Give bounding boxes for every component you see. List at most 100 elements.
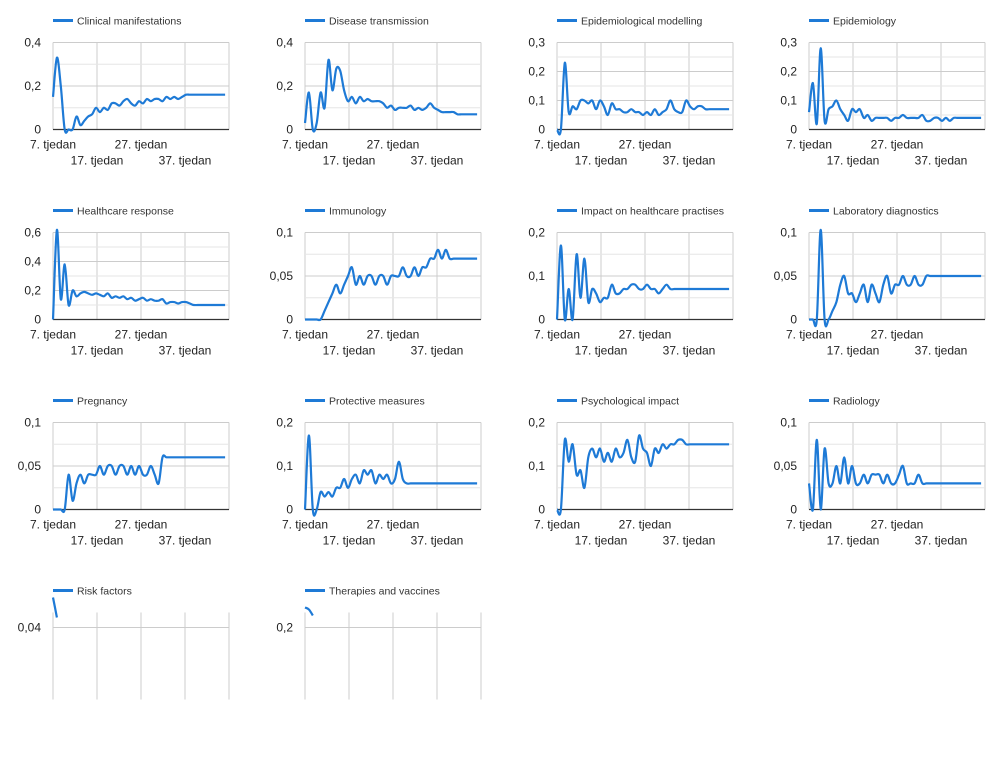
y-tick-label: 0 (790, 123, 797, 137)
x-tick-label: 7. tjedan (282, 138, 328, 152)
x-tick-label: 27. tjedan (871, 518, 924, 532)
y-tick-label: 0,1 (780, 416, 797, 430)
x-tick-label: 7. tjedan (534, 518, 580, 532)
chart-panel: Impact on healthcare practises 0 0,1 0,2 7. … (504, 190, 754, 380)
y-tick-label: 0,1 (528, 94, 545, 108)
chart-panel: Epidemiology 0 0,1 0,2 0,3 7. tjedan 17. tjeda… (756, 0, 1000, 190)
y-tick-label: 0,6 (24, 226, 41, 240)
x-tick-label: 37. tjedan (915, 154, 968, 168)
y-tick-label: 0,2 (24, 284, 41, 298)
series-line (303, 58, 478, 133)
y-tick-label: 0,1 (780, 226, 797, 240)
chart-panel: Immunology 0 0,05 0,1 7. tjedan 17. tjedan 27.… (252, 190, 502, 380)
x-tick-label: 37. tjedan (411, 344, 464, 358)
legend-label: Healthcare response (77, 206, 174, 218)
x-tick-label: 37. tjedan (663, 534, 716, 548)
chart-panel: Laboratory diagnostics 0 0,05 0,1 7. tjedan 1… (756, 190, 1000, 380)
y-tick-label: 0,2 (528, 65, 545, 79)
chart-panel: Pregnancy 0 0,05 0,1 7. tjedan 17. tjedan 27. … (0, 380, 250, 570)
x-tick-label: 37. tjedan (159, 344, 212, 358)
y-tick-label: 0,1 (24, 416, 41, 430)
series-line (807, 438, 982, 512)
y-tick-label: 0 (538, 123, 545, 137)
x-tick-label: 37. tjedan (915, 534, 968, 548)
y-tick-label: 0 (538, 503, 545, 517)
series-line (51, 56, 226, 134)
legend-label: Radiology (833, 396, 880, 408)
series-line (555, 244, 730, 322)
x-tick-label: 27. tjedan (115, 328, 168, 342)
x-tick-label: 27. tjedan (619, 328, 672, 342)
x-tick-label: 7. tjedan (534, 328, 580, 342)
legend-label: Psychological impact (581, 396, 679, 408)
x-tick-label: 37. tjedan (159, 534, 212, 548)
x-tick-label: 17. tjedan (575, 154, 628, 168)
x-tick-label: 37. tjedan (915, 344, 968, 358)
x-tick-label: 27. tjedan (367, 518, 420, 532)
x-tick-label: 37. tjedan (411, 154, 464, 168)
y-tick-label: 0,2 (276, 416, 293, 430)
y-tick-label: 0 (538, 313, 545, 327)
x-tick-label: 17. tjedan (575, 534, 628, 548)
x-tick-label: 37. tjedan (159, 154, 212, 168)
legend-label: Epidemiological modelling (581, 16, 703, 28)
y-tick-label: 0 (286, 123, 293, 137)
y-tick-label: 0,05 (270, 269, 294, 283)
x-tick-label: 7. tjedan (786, 328, 832, 342)
legend-label: Clinical manifestations (77, 16, 181, 28)
chart-panel: Epidemiological modelling 0 0,1 0,2 0,3 7. tj… (504, 0, 754, 190)
series-line (51, 597, 58, 618)
y-tick-label: 0,05 (774, 269, 798, 283)
small-multiples-grid: Clinical manifestations 0 0,2 0,4 7. tjedan 1… (0, 0, 1000, 700)
y-tick-label: 0 (34, 123, 41, 137)
series-line (555, 434, 730, 516)
x-tick-label: 37. tjedan (411, 534, 464, 548)
series-line (807, 47, 982, 125)
y-tick-label: 0,4 (276, 36, 293, 50)
x-tick-label: 27. tjedan (115, 138, 168, 152)
x-tick-label: 27. tjedan (871, 138, 924, 152)
y-tick-label: 0,2 (24, 79, 41, 93)
legend-label: Protective measures (329, 396, 425, 408)
chart-panel: Therapies and vaccines 0,2 (252, 570, 502, 760)
x-tick-label: 27. tjedan (871, 328, 924, 342)
x-tick-label: 37. tjedan (663, 344, 716, 358)
x-tick-label: 7. tjedan (30, 328, 76, 342)
series-line (51, 228, 226, 320)
y-tick-label: 0 (286, 503, 293, 517)
y-tick-label: 0,4 (24, 36, 41, 50)
series-line (304, 606, 314, 617)
x-tick-label: 17. tjedan (71, 344, 124, 358)
y-tick-label: 0,05 (774, 459, 798, 473)
y-tick-label: 0 (790, 503, 797, 517)
series-line (53, 454, 226, 514)
y-tick-label: 0,2 (276, 621, 293, 635)
x-tick-label: 17. tjedan (323, 344, 376, 358)
legend-label: Impact on healthcare practises (581, 206, 724, 218)
y-tick-label: 0 (286, 313, 293, 327)
x-tick-label: 7. tjedan (534, 138, 580, 152)
x-tick-label: 37. tjedan (663, 154, 716, 168)
x-tick-label: 7. tjedan (786, 138, 832, 152)
y-tick-label: 0,2 (780, 65, 797, 79)
legend-label: Pregnancy (77, 396, 128, 408)
chart-panel: Clinical manifestations 0 0,2 0,4 7. tjedan 1… (0, 0, 250, 190)
x-tick-label: 17. tjedan (71, 534, 124, 548)
x-tick-label: 7. tjedan (786, 518, 832, 532)
x-tick-label: 7. tjedan (282, 518, 328, 532)
chart-panel: Healthcare response 0 0,2 0,4 0,6 7. tjedan 17… (0, 190, 250, 380)
x-tick-label: 17. tjedan (71, 154, 124, 168)
x-tick-label: 27. tjedan (367, 328, 420, 342)
chart-panel: Radiology 0 0,05 0,1 7. tjedan 17. tjedan 27. … (756, 380, 1000, 570)
chart-panel: Risk factors 0,04 (0, 570, 250, 760)
y-tick-label: 0,1 (276, 226, 293, 240)
chart-panel: Psychological impact 0 0,1 0,2 7. tjedan 17. … (504, 380, 754, 570)
y-tick-label: 0,04 (18, 621, 42, 635)
x-tick-label: 17. tjedan (827, 344, 880, 358)
legend-label: Laboratory diagnostics (833, 206, 939, 218)
legend-label: Therapies and vaccines (329, 586, 440, 598)
y-tick-label: 0,4 (24, 255, 41, 269)
x-tick-label: 7. tjedan (30, 518, 76, 532)
x-tick-label: 27. tjedan (115, 518, 168, 532)
x-tick-label: 17. tjedan (323, 534, 376, 548)
